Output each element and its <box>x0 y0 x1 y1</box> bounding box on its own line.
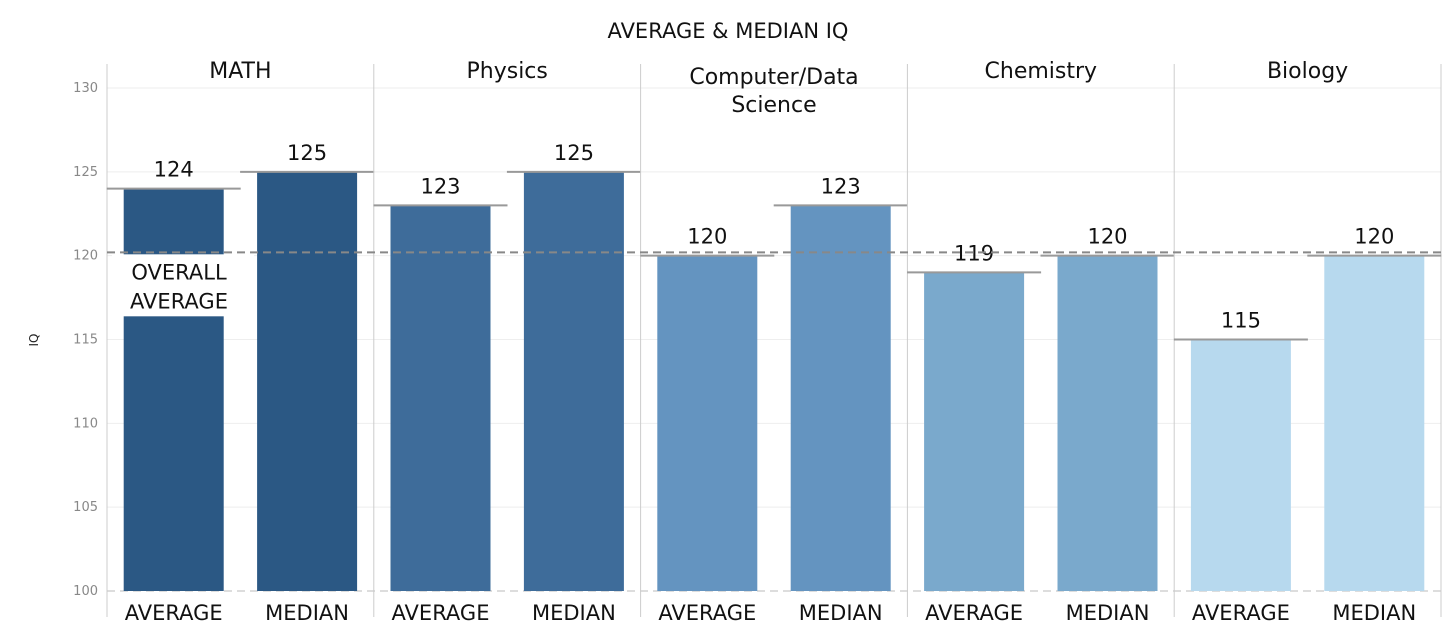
panel-label-line: Science <box>731 93 816 118</box>
y-tick-label: 105 <box>73 500 98 515</box>
bar-value-label: 124 <box>154 158 194 182</box>
panel-label: MATH <box>209 59 271 84</box>
category-label: MEDIAN <box>265 601 349 625</box>
bar <box>1190 339 1291 591</box>
panel-label: Computer/Data Science <box>689 65 858 118</box>
panels: MATH 124 AVERAGE 125 MEDIAN Physics 123 AVERAGE… <box>106 59 1442 625</box>
panel-math: MATH 124 AVERAGE 125 MEDIAN <box>106 59 375 625</box>
category-label: AVERAGE <box>658 601 756 625</box>
bar-value-label: 115 <box>1221 309 1261 333</box>
category-label: MEDIAN <box>799 601 883 625</box>
panel-biology: Biology 115 AVERAGE 120 MEDIAN <box>1173 59 1442 625</box>
bar <box>790 205 891 591</box>
bar <box>523 171 624 592</box>
overlay: OVERALL AVERAGE <box>107 251 1441 317</box>
overall-average-label: OVERALL <box>131 260 227 284</box>
panel-label-line: Computer/Data <box>689 65 858 90</box>
bar <box>924 272 1025 591</box>
bar <box>1057 255 1158 591</box>
overall-average-label: AVERAGE <box>130 289 228 313</box>
panel-label: Physics <box>467 59 548 84</box>
category-label: MEDIAN <box>1066 601 1150 625</box>
chart-title: AVERAGE & MEDIAN IQ <box>608 19 849 43</box>
y-tick-label: 110 <box>73 416 98 431</box>
y-tick-label: 100 <box>73 584 98 599</box>
y-axis: 100 105 110 115 120 125 130 <box>73 81 98 599</box>
bar-value-label: 119 <box>954 241 994 265</box>
bar <box>1324 255 1425 591</box>
y-tick-label: 120 <box>73 249 98 264</box>
category-label: AVERAGE <box>925 601 1023 625</box>
bar-value-label: 125 <box>554 141 594 165</box>
bar-value-label: 123 <box>420 174 460 198</box>
bar-value-label: 120 <box>687 225 727 249</box>
category-label: AVERAGE <box>1192 601 1290 625</box>
panel-computer-data-science: Computer/Data Science 120 AVERAGE 123 MEDIAN <box>640 64 908 625</box>
bar <box>657 255 758 591</box>
panel-label-line: Biology <box>1267 59 1348 84</box>
panel-physics: Physics 123 AVERAGE 125 MEDIAN <box>373 59 641 625</box>
bar-value-label: 120 <box>1354 225 1394 249</box>
panel-label: Chemistry <box>985 59 1098 84</box>
panel-label-line: Physics <box>467 59 548 84</box>
category-label: AVERAGE <box>125 601 223 625</box>
bar <box>257 171 358 592</box>
y-tick-label: 115 <box>73 333 98 348</box>
category-label: MEDIAN <box>1332 601 1416 625</box>
panel-chemistry: Chemistry 119 AVERAGE 120 MEDIAN <box>906 59 1175 625</box>
bar <box>390 205 491 591</box>
overall-average-label-bg <box>112 254 254 317</box>
bar <box>123 188 224 591</box>
y-axis-label: IQ <box>27 334 41 347</box>
panel-label-line: MATH <box>209 59 271 84</box>
category-label: MEDIAN <box>532 601 616 625</box>
panel-label: Biology <box>1267 59 1348 84</box>
bar-value-label: 123 <box>821 174 861 198</box>
category-label: AVERAGE <box>392 601 490 625</box>
bar-value-label: 125 <box>287 141 327 165</box>
y-tick-label: 125 <box>73 165 98 180</box>
panel-label-line: Chemistry <box>985 59 1098 84</box>
y-tick-label: 130 <box>73 81 98 96</box>
bar-value-label: 120 <box>1087 225 1127 249</box>
